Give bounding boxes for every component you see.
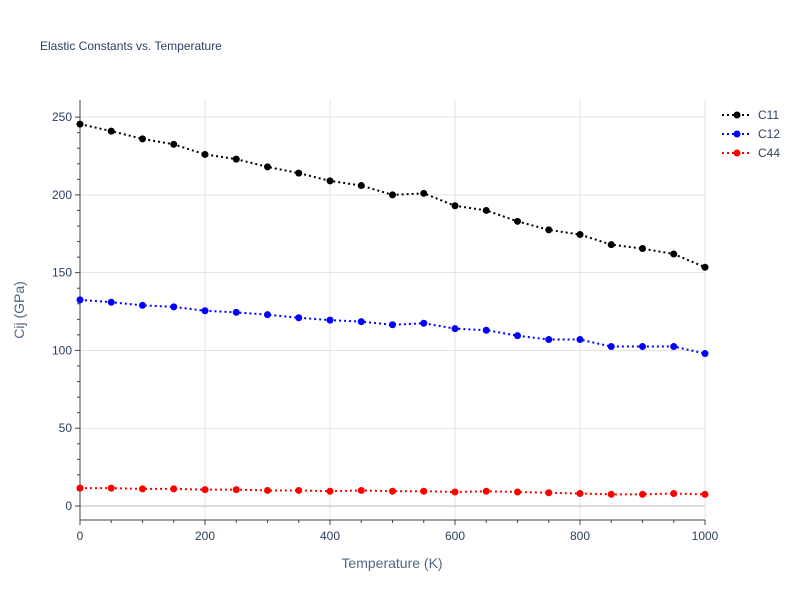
data-point[interactable] bbox=[76, 296, 84, 304]
data-point[interactable] bbox=[170, 485, 178, 493]
data-point[interactable] bbox=[201, 307, 209, 315]
data-point[interactable] bbox=[76, 484, 84, 492]
data-point[interactable] bbox=[357, 318, 365, 326]
series-c11 bbox=[76, 120, 709, 271]
x-axis-title: Temperature (K) bbox=[341, 555, 442, 571]
data-point[interactable] bbox=[639, 490, 646, 498]
data-point[interactable] bbox=[482, 487, 490, 495]
grid-lines bbox=[80, 100, 706, 520]
legend-item-c12[interactable]: C12 bbox=[722, 127, 780, 141]
data-point[interactable] bbox=[357, 486, 365, 494]
legend-label: C11 bbox=[758, 108, 779, 122]
data-point[interactable] bbox=[514, 332, 521, 340]
data-point[interactable] bbox=[264, 163, 271, 171]
x-tick-label: 0 bbox=[77, 529, 84, 543]
data-point[interactable] bbox=[514, 217, 521, 225]
data-point[interactable] bbox=[607, 490, 615, 498]
series-c12 bbox=[76, 296, 709, 358]
legend[interactable]: C11 C12 C44 bbox=[722, 108, 780, 160]
data-point[interactable] bbox=[295, 314, 303, 322]
data-point[interactable] bbox=[701, 490, 709, 498]
data-point[interactable] bbox=[326, 177, 334, 185]
data-point[interactable] bbox=[545, 489, 553, 497]
data-point[interactable] bbox=[170, 303, 178, 311]
data-point[interactable] bbox=[576, 231, 584, 239]
data-point[interactable] bbox=[670, 343, 678, 351]
data-point[interactable] bbox=[607, 343, 615, 351]
x-tick-label: 200 bbox=[195, 529, 215, 543]
legend-item-c11[interactable]: C11 bbox=[722, 108, 779, 122]
x-tick-label: 1000 bbox=[692, 529, 719, 543]
data-point[interactable] bbox=[139, 301, 146, 309]
legend-swatch-marker bbox=[733, 130, 741, 138]
legend-swatch-marker bbox=[733, 111, 741, 119]
series-layer bbox=[76, 120, 709, 498]
data-point[interactable] bbox=[389, 321, 396, 329]
series-c44 bbox=[76, 484, 709, 498]
legend-label: C12 bbox=[758, 127, 780, 141]
data-point[interactable] bbox=[420, 319, 428, 327]
data-point[interactable] bbox=[639, 343, 646, 351]
y-tick-label: 250 bbox=[52, 110, 72, 124]
data-point[interactable] bbox=[514, 488, 521, 496]
data-point[interactable] bbox=[295, 169, 303, 177]
data-point[interactable] bbox=[607, 241, 615, 249]
series-line bbox=[80, 487, 706, 496]
data-point[interactable] bbox=[670, 490, 678, 498]
x-tick-label: 600 bbox=[445, 529, 465, 543]
y-tick-label: 0 bbox=[65, 499, 72, 513]
data-point[interactable] bbox=[639, 245, 646, 253]
x-tick-label: 400 bbox=[320, 529, 340, 543]
data-point[interactable] bbox=[232, 155, 240, 163]
data-point[interactable] bbox=[576, 336, 584, 344]
data-point[interactable] bbox=[139, 135, 146, 143]
data-point[interactable] bbox=[701, 263, 709, 271]
y-axis-title: Cij (GPa) bbox=[11, 281, 27, 339]
x-tick-label: 800 bbox=[570, 529, 590, 543]
y-tick-label: 50 bbox=[59, 421, 73, 435]
data-point[interactable] bbox=[701, 350, 709, 358]
legend-item-c44[interactable]: C44 bbox=[722, 146, 780, 160]
data-point[interactable] bbox=[232, 486, 240, 494]
data-point[interactable] bbox=[264, 311, 271, 319]
data-point[interactable] bbox=[545, 226, 553, 234]
data-point[interactable] bbox=[201, 150, 209, 158]
data-point[interactable] bbox=[139, 485, 146, 493]
axes: 0 200 400 600 800 1000 0 50 100 150 200 250 bbox=[52, 100, 719, 543]
data-point[interactable] bbox=[264, 486, 271, 494]
data-point[interactable] bbox=[357, 182, 365, 190]
data-point[interactable] bbox=[670, 250, 678, 258]
legend-swatch-marker bbox=[733, 149, 741, 157]
data-point[interactable] bbox=[576, 490, 584, 498]
data-point[interactable] bbox=[76, 120, 84, 128]
data-point[interactable] bbox=[107, 484, 115, 492]
legend-label: C44 bbox=[758, 146, 780, 160]
data-point[interactable] bbox=[389, 191, 396, 199]
data-point[interactable] bbox=[451, 202, 459, 210]
data-point[interactable] bbox=[389, 487, 396, 495]
data-point[interactable] bbox=[201, 486, 209, 494]
data-point[interactable] bbox=[545, 336, 553, 344]
y-tick-label: 100 bbox=[52, 343, 72, 357]
data-point[interactable] bbox=[326, 316, 334, 324]
chart-title: Elastic Constants vs. Temperature bbox=[40, 39, 222, 53]
data-point[interactable] bbox=[451, 325, 459, 333]
y-tick-label: 200 bbox=[52, 188, 72, 202]
data-point[interactable] bbox=[295, 486, 303, 494]
data-point[interactable] bbox=[107, 298, 115, 306]
data-point[interactable] bbox=[420, 189, 428, 197]
data-point[interactable] bbox=[232, 308, 240, 316]
data-point[interactable] bbox=[451, 488, 459, 496]
data-point[interactable] bbox=[482, 206, 490, 214]
y-tick-label: 150 bbox=[52, 266, 72, 280]
data-point[interactable] bbox=[482, 326, 490, 334]
data-point[interactable] bbox=[326, 487, 334, 495]
data-point[interactable] bbox=[420, 487, 428, 495]
data-point[interactable] bbox=[170, 140, 178, 148]
data-point[interactable] bbox=[107, 127, 115, 135]
